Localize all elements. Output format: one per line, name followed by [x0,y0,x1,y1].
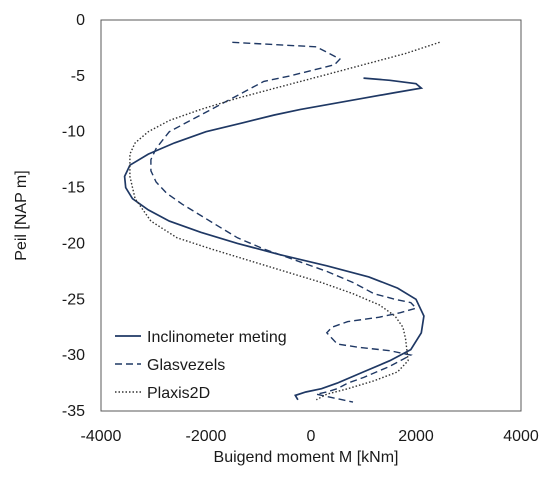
y-tick-label: -10 [62,124,85,141]
y-axis-title: Peil [NAP m] [13,170,30,260]
y-tick-label: -5 [71,68,85,85]
y-tick-label: -35 [62,403,85,420]
x-tick-label: 0 [307,428,316,445]
x-tick-label: 2000 [398,428,434,445]
series-line-dashed [150,41,418,403]
y-tick-label: 0 [76,12,85,29]
y-tick-label: -25 [62,291,85,308]
x-axis-title: Buigend moment M [kNm] [214,449,399,466]
legend-label: Inclinometer meting [147,329,287,346]
legend-label: Plaxis2D [147,385,210,402]
y-tick-label: -15 [62,180,85,197]
y-tick-label: -30 [62,347,85,364]
series-layer [123,41,440,403]
x-axis-ticks: -4000 -2000 0 2000 4000 [81,428,539,445]
y-axis-ticks: 0 -5 -10 -15 -20 -25 -30 -35 [62,12,85,420]
series-line-solid [123,77,425,401]
plot-area-frame [100,19,522,412]
y-tick-label: -20 [62,235,85,252]
x-tick-label: -4000 [81,428,122,445]
x-tick-label: -2000 [186,428,227,445]
legend-label: Glasvezels [147,357,225,374]
series-line-dotted [129,41,440,401]
x-tick-label: 4000 [503,428,539,445]
legend: Inclinometer meting Glasvezels Plaxis2D [115,329,287,402]
